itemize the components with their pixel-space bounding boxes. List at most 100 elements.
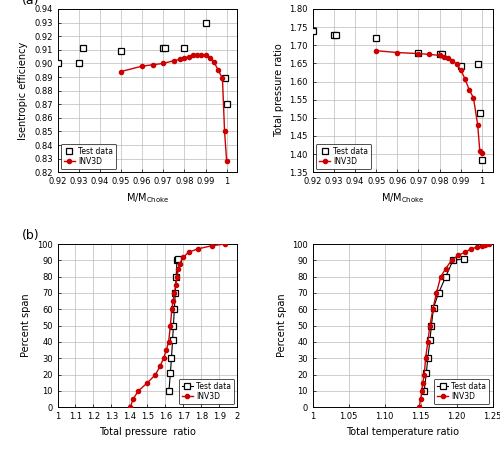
INV3D bbox=[430, 306, 436, 312]
Test data bbox=[458, 63, 464, 69]
Line: Test data: Test data bbox=[166, 256, 181, 394]
INV3D bbox=[130, 396, 136, 402]
Legend: Test data, INV3D: Test data, INV3D bbox=[60, 144, 116, 169]
Legend: Test data, INV3D: Test data, INV3D bbox=[434, 378, 490, 404]
Test data bbox=[166, 388, 172, 394]
INV3D bbox=[207, 55, 213, 61]
X-axis label: Total temperature ratio: Total temperature ratio bbox=[346, 427, 459, 436]
Test data bbox=[222, 76, 228, 81]
INV3D bbox=[474, 245, 480, 250]
INV3D bbox=[168, 323, 173, 328]
INV3D bbox=[450, 58, 456, 63]
X-axis label: M/M$_{\rm Choke}$: M/M$_{\rm Choke}$ bbox=[126, 192, 169, 206]
Line: Test data: Test data bbox=[54, 19, 230, 108]
INV3D bbox=[479, 151, 485, 156]
INV3D bbox=[164, 347, 170, 353]
INV3D bbox=[166, 339, 172, 345]
INV3D bbox=[434, 290, 440, 296]
INV3D bbox=[418, 396, 424, 402]
Text: (a): (a) bbox=[22, 0, 39, 7]
Test data bbox=[310, 28, 316, 33]
Test data bbox=[182, 46, 188, 51]
INV3D bbox=[222, 129, 228, 134]
Line: INV3D: INV3D bbox=[128, 242, 227, 410]
Test data bbox=[162, 46, 168, 51]
Y-axis label: Total pressure ratio: Total pressure ratio bbox=[274, 44, 284, 138]
Test data bbox=[172, 306, 177, 312]
INV3D bbox=[474, 122, 480, 128]
Y-axis label: Percent span: Percent span bbox=[22, 294, 32, 357]
INV3D bbox=[458, 67, 464, 72]
Y-axis label: Isentropic efficiency: Isentropic efficiency bbox=[18, 41, 28, 140]
Test data bbox=[168, 370, 173, 376]
INV3D bbox=[186, 54, 192, 59]
INV3D bbox=[173, 282, 179, 288]
INV3D bbox=[211, 59, 217, 65]
Test data bbox=[174, 258, 180, 263]
Test data bbox=[80, 46, 86, 51]
INV3D bbox=[420, 380, 426, 386]
INV3D bbox=[422, 356, 428, 361]
INV3D bbox=[172, 290, 177, 296]
Test data bbox=[54, 61, 60, 66]
INV3D bbox=[209, 243, 215, 248]
Test data bbox=[425, 356, 431, 361]
INV3D bbox=[180, 254, 186, 260]
Legend: Test data, INV3D: Test data, INV3D bbox=[178, 378, 234, 404]
INV3D bbox=[224, 159, 230, 164]
Line: INV3D: INV3D bbox=[119, 53, 229, 163]
INV3D bbox=[445, 55, 451, 61]
INV3D bbox=[466, 87, 472, 93]
Test data bbox=[416, 50, 422, 55]
INV3D bbox=[416, 405, 422, 410]
Test data bbox=[436, 52, 442, 57]
INV3D bbox=[425, 339, 431, 345]
Line: INV3D: INV3D bbox=[374, 49, 484, 155]
INV3D bbox=[394, 50, 400, 55]
Test data bbox=[333, 33, 339, 38]
INV3D bbox=[176, 261, 182, 266]
INV3D bbox=[169, 306, 175, 312]
Line: Test data: Test data bbox=[421, 256, 467, 394]
Test data bbox=[460, 256, 466, 261]
INV3D bbox=[421, 372, 427, 377]
INV3D bbox=[160, 61, 166, 66]
Test data bbox=[424, 370, 430, 376]
INV3D bbox=[486, 241, 492, 247]
Test data bbox=[430, 305, 436, 310]
INV3D bbox=[373, 48, 379, 54]
Test data bbox=[173, 274, 179, 279]
INV3D bbox=[454, 62, 460, 67]
Test data bbox=[172, 290, 178, 296]
INV3D bbox=[194, 53, 200, 58]
INV3D bbox=[436, 53, 442, 58]
Test data bbox=[421, 388, 427, 394]
Y-axis label: Percent span: Percent span bbox=[276, 294, 286, 357]
INV3D bbox=[455, 253, 461, 258]
INV3D bbox=[198, 53, 204, 58]
Test data bbox=[331, 33, 337, 38]
INV3D bbox=[427, 323, 433, 328]
Test data bbox=[76, 61, 82, 66]
INV3D bbox=[136, 388, 141, 394]
INV3D bbox=[441, 54, 447, 59]
INV3D bbox=[182, 55, 188, 61]
Line: INV3D: INV3D bbox=[417, 242, 491, 410]
INV3D bbox=[157, 364, 163, 369]
Test data bbox=[443, 274, 449, 279]
Test data bbox=[170, 323, 176, 328]
INV3D bbox=[468, 246, 474, 252]
INV3D bbox=[118, 69, 124, 74]
INV3D bbox=[176, 266, 182, 271]
INV3D bbox=[220, 76, 226, 81]
INV3D bbox=[443, 266, 449, 271]
INV3D bbox=[482, 242, 488, 248]
X-axis label: Total pressure  ratio: Total pressure ratio bbox=[99, 427, 196, 436]
Test data bbox=[479, 157, 485, 162]
Text: (b): (b) bbox=[22, 230, 39, 243]
Test data bbox=[202, 20, 208, 25]
INV3D bbox=[128, 405, 134, 410]
Test data bbox=[373, 35, 379, 40]
INV3D bbox=[190, 53, 196, 58]
INV3D bbox=[426, 52, 432, 57]
